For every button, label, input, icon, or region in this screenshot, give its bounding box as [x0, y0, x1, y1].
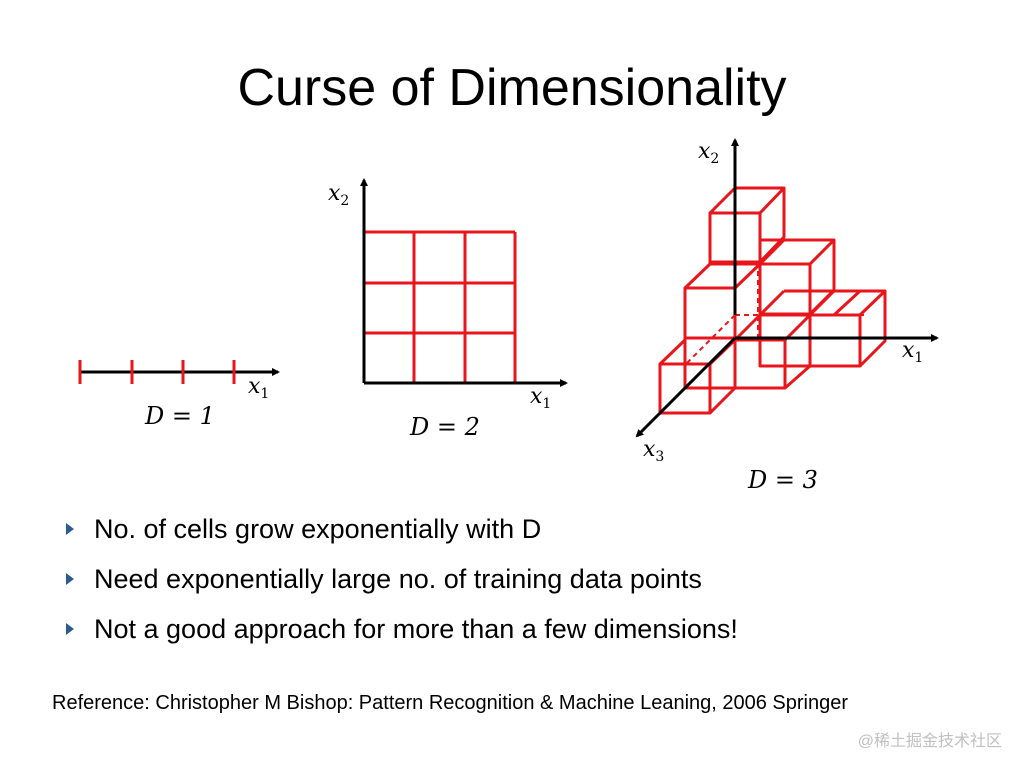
diagram-d3: x2 x1 x3 D = 3: [635, 138, 939, 494]
d2-x1-label: x1: [530, 384, 551, 412]
bullet-list: No. of cells grow exponentially with D N…: [60, 504, 738, 654]
d3-cube-edge: [758, 289, 786, 317]
d3-cube-edge: [783, 313, 812, 342]
d2-x2-label: x2: [328, 181, 349, 209]
triangle-bullet-icon: [66, 523, 74, 535]
bullet-item: Not a good approach for more than a few …: [60, 604, 738, 654]
d3-cube-edge: [808, 238, 836, 266]
d3-cube-edge: [658, 338, 687, 366]
d1-x1-var: x: [248, 374, 261, 399]
d3-x2-label: x2: [698, 139, 719, 167]
d3-cube-edge: [733, 313, 762, 342]
d1-dimension-label: D = 1: [144, 402, 215, 430]
d3-cube-edge: [784, 364, 811, 390]
d3-dimension-label: D = 3: [747, 466, 818, 494]
d2-x1-var: x: [530, 384, 543, 409]
d3-x1-var: x: [902, 338, 915, 363]
triangle-bullet-icon: [66, 573, 74, 585]
d3-cube-edge: [708, 386, 737, 415]
d3-cube-edge: [858, 289, 887, 317]
d2-x1-sub: 1: [542, 396, 551, 412]
d3-cube-face: [683, 286, 737, 340]
diagram-d2: x2 x1 D = 2: [328, 178, 568, 441]
d3-cube-edge: [808, 289, 836, 317]
d1-cell-ticks: [78, 360, 236, 384]
d3-x3-var: x: [643, 437, 656, 462]
d3-cube-edge: [758, 186, 786, 215]
d2-grid-cells: [364, 230, 517, 383]
d3-cube-edges: [658, 186, 887, 415]
diagram-d1: x1 D = 1: [78, 360, 280, 430]
d3-x1-sub: 1: [914, 350, 923, 366]
d2-dimension-label: D = 2: [409, 413, 480, 441]
d3-cube-face: [808, 313, 862, 368]
triangle-bullet-icon: [66, 623, 74, 635]
d3-cube-edge: [733, 262, 762, 290]
d3-x3-label: x3: [643, 437, 664, 465]
d3-cube-face: [658, 362, 712, 415]
d3-x3-axis: [635, 336, 737, 438]
bullet-text: Not a good approach for more than a few …: [94, 613, 738, 644]
d3-x2-sub: 2: [710, 151, 719, 167]
d3-x2-var: x: [698, 139, 711, 164]
bullet-item: No. of cells grow exponentially with D: [60, 504, 738, 554]
reference-citation: Reference: Christopher M Bishop: Pattern…: [52, 692, 849, 714]
d3-x3-sub: 3: [655, 449, 664, 465]
slide-title: Curse of Dimensionality: [237, 59, 787, 117]
bullet-text: No. of cells grow exponentially with D: [94, 513, 542, 544]
d3-x1-label: x1: [902, 338, 923, 366]
d1-x1-label: x1: [248, 374, 269, 402]
d1-x1-sub: 1: [260, 386, 269, 402]
d2-x2-sub: 2: [340, 193, 349, 209]
d3-cube-edge: [758, 238, 786, 266]
d3-cube-edge: [683, 262, 712, 290]
d2-x2-var: x: [328, 181, 341, 206]
bullet-item: Need exponentially large no. of training…: [60, 554, 738, 604]
bullet-text: Need exponentially large no. of training…: [94, 563, 702, 594]
d3-hidden-edge: [684, 314, 736, 366]
watermark: @稀土掘金技术社区: [857, 733, 1002, 750]
